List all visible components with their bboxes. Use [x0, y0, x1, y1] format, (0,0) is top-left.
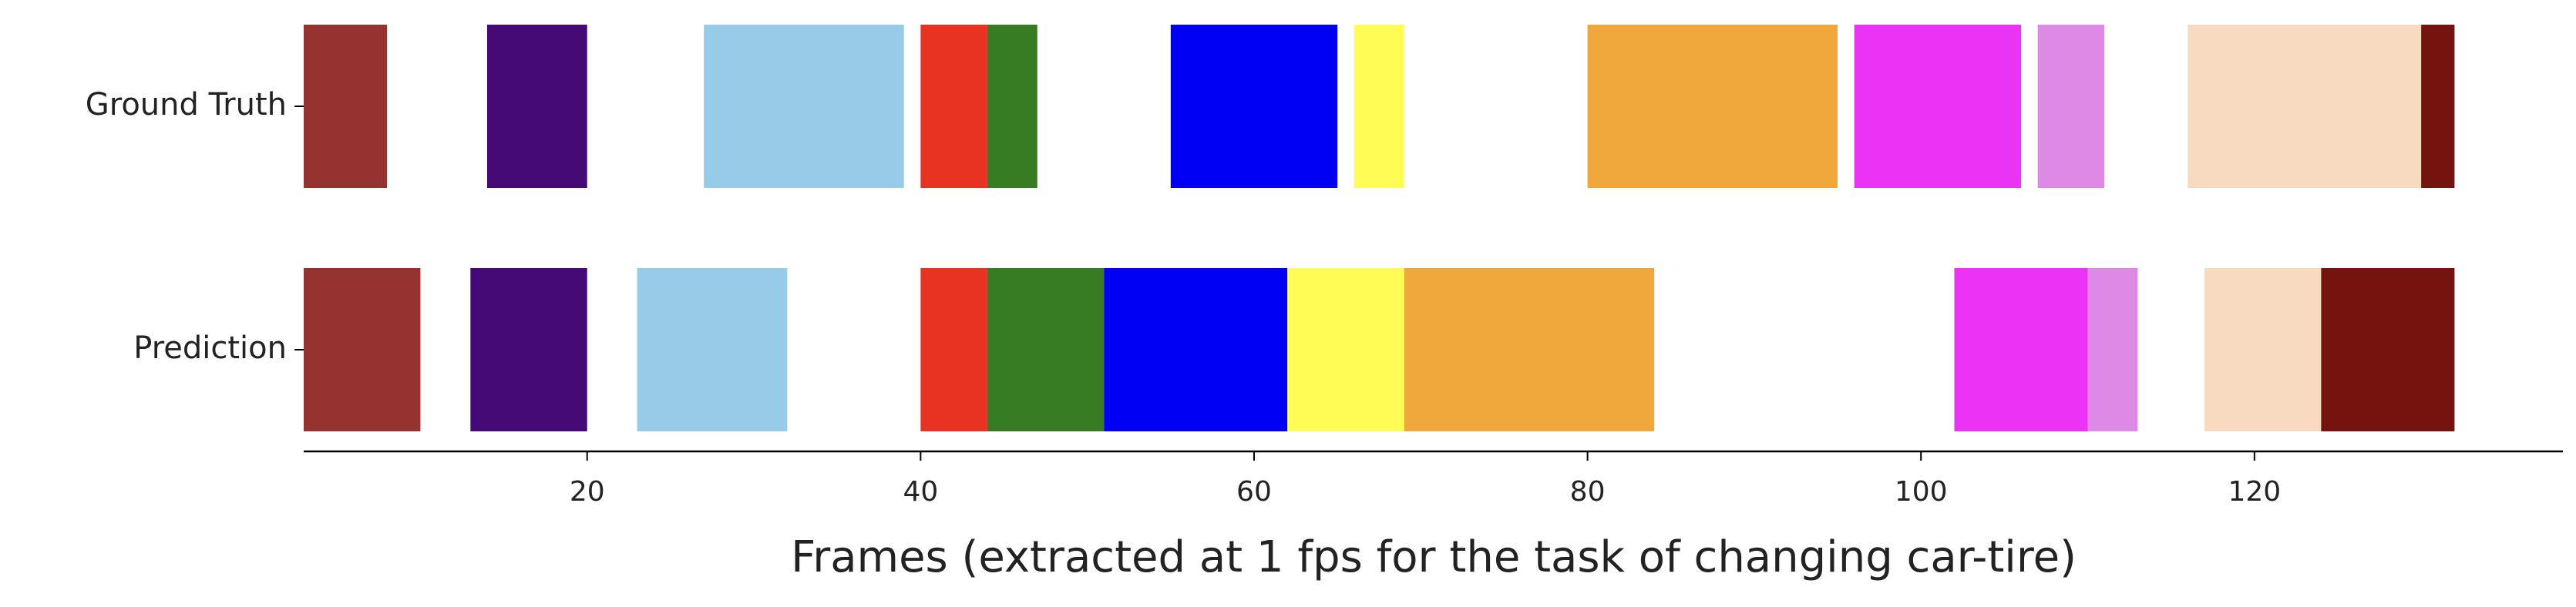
segment: [2087, 268, 2138, 431]
x-tick-label: 120: [2228, 476, 2281, 508]
segment: [1354, 25, 1404, 188]
x-axis-label: Frames (extracted at 1 fps for the task …: [791, 532, 2077, 582]
segment: [470, 268, 587, 431]
x-tick-label: 100: [1895, 476, 1948, 508]
x-tick-label: 20: [570, 476, 605, 508]
segment: [2204, 268, 2322, 431]
segment: [987, 268, 1105, 431]
segment: [2421, 25, 2455, 188]
segment: [304, 268, 421, 431]
y-tick-label: Ground Truth: [86, 87, 287, 122]
segment: [1954, 268, 2088, 431]
segment: [637, 268, 788, 431]
segment: [1287, 268, 1404, 431]
segment: [2321, 268, 2455, 431]
segment: [486, 25, 587, 188]
segment: [1104, 268, 1288, 431]
segment: [1854, 25, 2021, 188]
segment: [704, 25, 904, 188]
segment: [304, 25, 388, 188]
x-tick-label: 40: [903, 476, 938, 508]
segment: [1404, 268, 1655, 431]
segment: [987, 25, 1037, 188]
segment: [2037, 25, 2105, 188]
segment: [1587, 25, 1838, 188]
x-tick-label: 60: [1236, 476, 1272, 508]
segment: [920, 25, 987, 188]
x-tick-label: 80: [1570, 476, 1606, 508]
segment: [1170, 25, 1338, 188]
segment: [2188, 25, 2422, 188]
segment: [920, 268, 987, 431]
y-tick-label: Prediction: [133, 330, 287, 366]
